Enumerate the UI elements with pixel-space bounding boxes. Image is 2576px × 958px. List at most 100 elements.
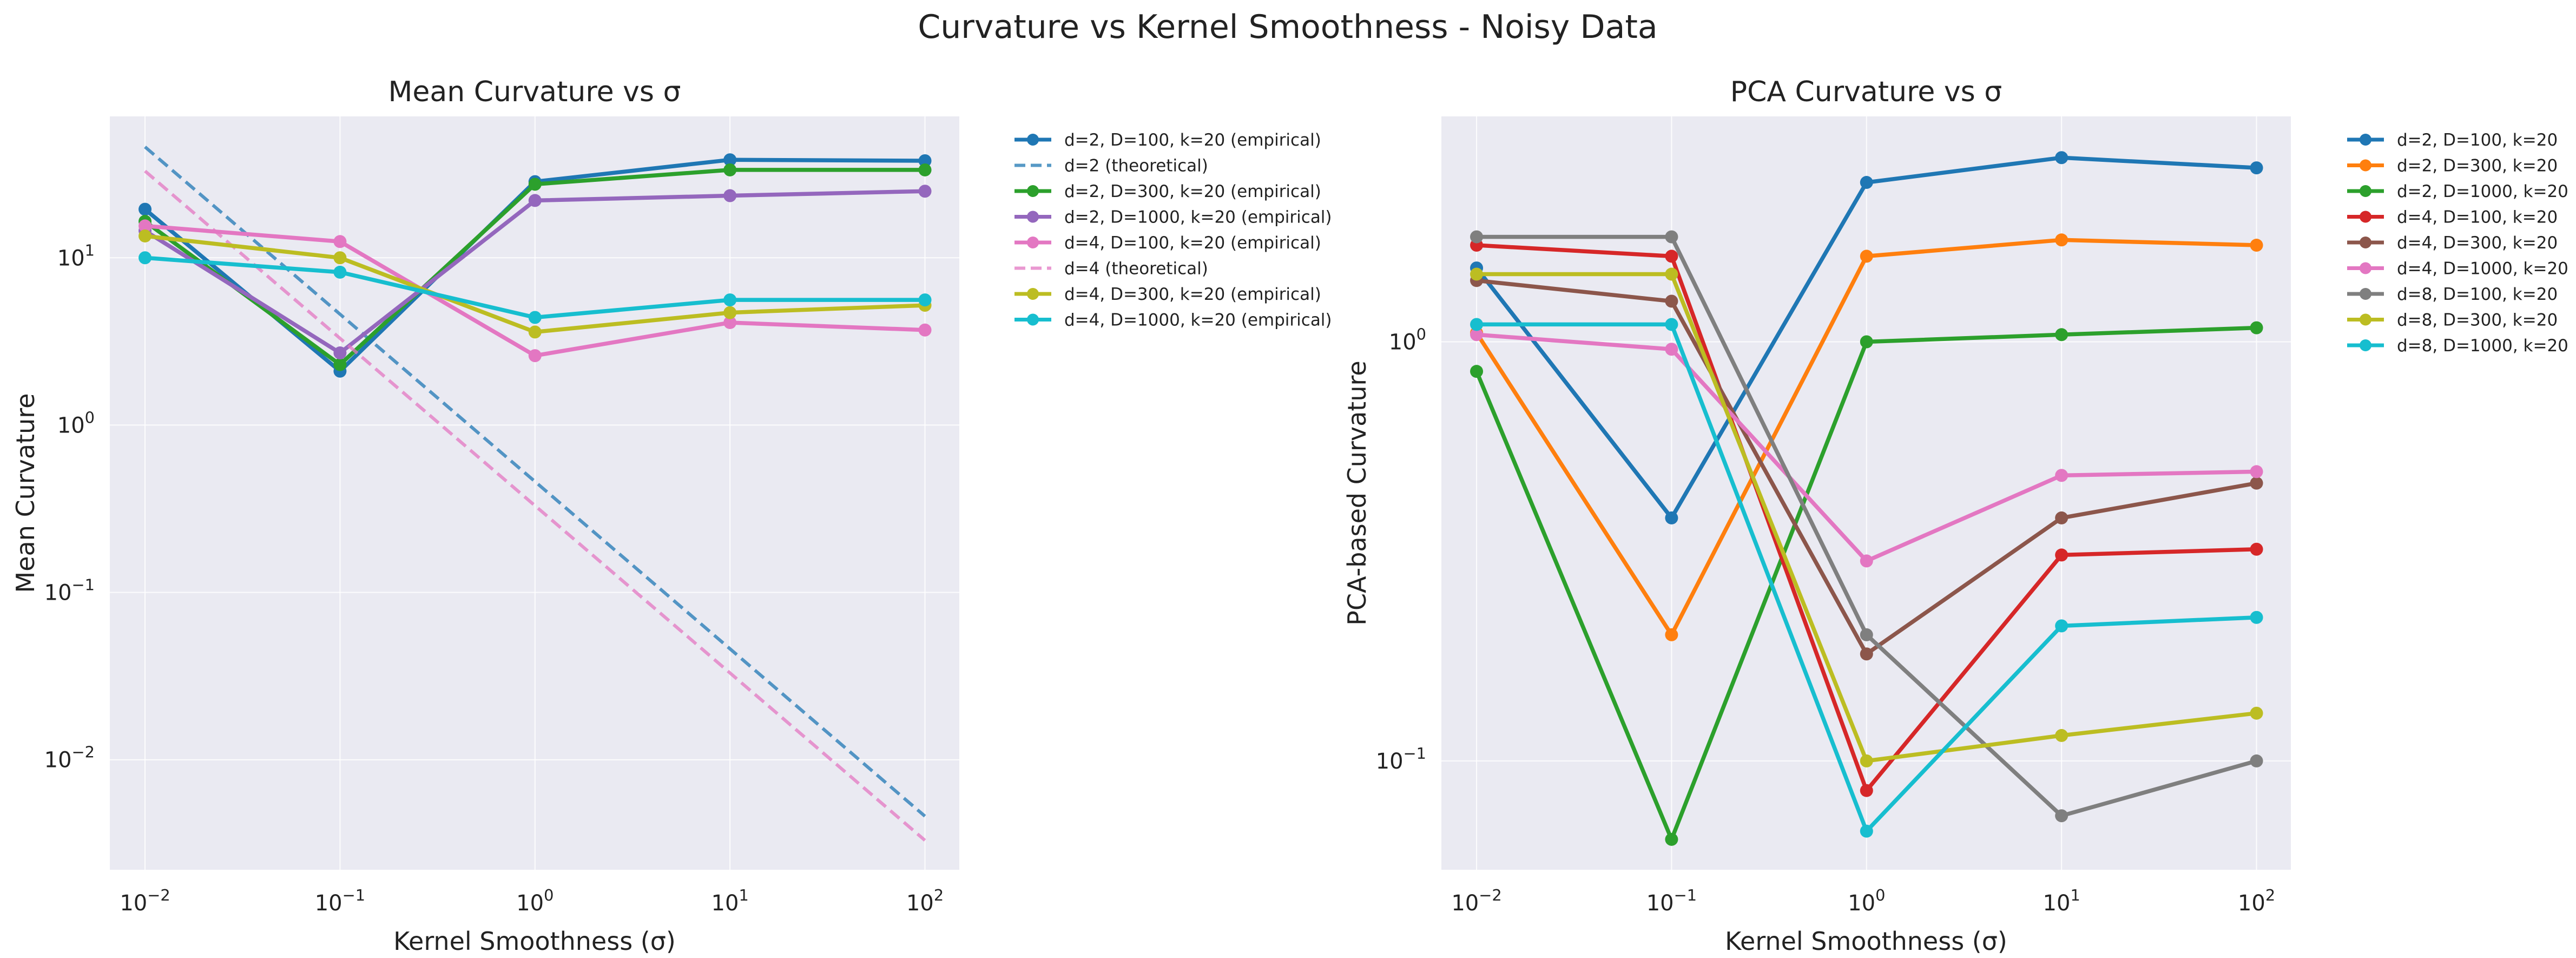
legend: d=2, D=100, k=20 d=2, D=300, k=20 d=2, D=1… xyxy=(2347,130,2568,356)
legend-label: d=4, D=100, k=20 xyxy=(2397,208,2558,227)
data-point xyxy=(528,349,542,363)
data-point xyxy=(1860,628,1873,641)
data-point xyxy=(918,163,932,176)
data-point xyxy=(723,163,737,176)
x-tick-label: 10−2 xyxy=(120,886,170,916)
legend-label: d=4 (theoretical) xyxy=(1064,259,1208,279)
data-point xyxy=(333,251,347,265)
legend-swatch-marker xyxy=(2360,313,2371,326)
data-point xyxy=(1860,754,1873,767)
data-point xyxy=(528,325,542,339)
x-tick-label: 100 xyxy=(516,886,554,916)
legend-swatch-marker xyxy=(1027,313,1039,326)
data-point xyxy=(528,311,542,324)
legend-swatch-marker xyxy=(1027,185,1039,197)
data-point xyxy=(1665,250,1678,263)
legend-label: d=2, D=300, k=20 (empirical) xyxy=(1064,182,1321,201)
panel-title: Mean Curvature vs σ xyxy=(388,76,681,108)
data-point xyxy=(1470,230,1484,244)
panel-title: PCA Curvature vs σ xyxy=(1730,76,2002,108)
data-point xyxy=(1860,250,1873,263)
legend: d=2, D=100, k=20 (empirical) d=2 (theoret… xyxy=(1014,130,1332,330)
data-point xyxy=(139,219,152,233)
data-point xyxy=(2055,809,2068,823)
data-point xyxy=(1860,176,1873,189)
data-point xyxy=(139,202,152,216)
data-point xyxy=(1860,554,1873,568)
x-tick-label: 102 xyxy=(906,886,944,916)
legend-swatch-marker xyxy=(1027,237,1039,248)
legend-swatch-marker xyxy=(2360,185,2371,197)
data-point xyxy=(333,346,347,360)
data-point xyxy=(1860,335,1873,349)
y-tick-label: 10−1 xyxy=(1376,744,1426,774)
x-tick-label: 101 xyxy=(711,886,749,916)
data-point xyxy=(528,194,542,207)
data-point xyxy=(1860,647,1873,661)
legend-swatch-marker xyxy=(1027,288,1039,300)
data-point xyxy=(2250,542,2263,556)
data-point xyxy=(333,235,347,248)
data-point xyxy=(139,251,152,265)
data-point xyxy=(2250,321,2263,334)
panel-mean-curvature: 10−2 10−1 100 101 102 10−2 10−1 100 101 Mean Curv… xyxy=(11,76,1332,956)
data-point xyxy=(2250,465,2263,478)
legend-swatch-marker xyxy=(2360,134,2371,146)
data-point xyxy=(723,153,737,167)
legend-label: d=4, D=300, k=20 (empirical) xyxy=(1064,285,1321,304)
data-point xyxy=(918,293,932,307)
data-point xyxy=(1665,267,1678,281)
x-tick-label: 10−1 xyxy=(315,886,365,916)
legend-swatch-marker xyxy=(2360,262,2371,274)
data-point xyxy=(918,185,932,198)
data-point xyxy=(2250,239,2263,252)
legend-label: d=4, D=1000, k=20 xyxy=(2397,259,2568,279)
data-point xyxy=(2055,548,2068,562)
data-point xyxy=(2055,151,2068,165)
data-point xyxy=(2055,619,2068,633)
legend-swatch-marker xyxy=(2360,288,2371,300)
data-point xyxy=(1665,294,1678,308)
data-point xyxy=(1470,318,1484,331)
data-point xyxy=(2055,469,2068,482)
legend-swatch-marker xyxy=(1027,211,1039,223)
legend-label: d=2, D=1000, k=20 xyxy=(2397,182,2568,201)
y-tick-label: 10−1 xyxy=(44,576,95,606)
data-point xyxy=(918,323,932,337)
data-point xyxy=(723,316,737,329)
x-axis-label: Kernel Smoothness (σ) xyxy=(1725,927,2007,956)
legend-swatch-marker xyxy=(2360,339,2371,351)
data-point xyxy=(1665,230,1678,244)
data-point xyxy=(333,358,347,371)
data-point xyxy=(528,178,542,191)
data-point xyxy=(333,265,347,279)
data-point xyxy=(1665,511,1678,524)
y-axis-label: PCA-based Curvature xyxy=(1342,360,1372,625)
data-point xyxy=(2250,161,2263,175)
panel-pca-curvature: 10−2 10−1 100 101 102 10−1 100 PCA Curvature vs… xyxy=(1342,76,2568,956)
legend-swatch-marker xyxy=(1027,134,1039,146)
legend-label: d=8, D=300, k=20 xyxy=(2397,311,2558,330)
data-point xyxy=(1665,628,1678,641)
data-point xyxy=(2250,706,2263,720)
data-point xyxy=(1470,328,1484,342)
legend-label: d=4, D=300, k=20 xyxy=(2397,233,2558,253)
legend-swatch-marker xyxy=(2360,211,2371,223)
series-line xyxy=(144,169,926,842)
series-group xyxy=(1470,151,2263,846)
data-point xyxy=(2055,328,2068,342)
series-group xyxy=(139,146,932,842)
y-tick-label: 100 xyxy=(57,408,95,438)
data-point xyxy=(723,306,737,319)
legend-label: d=8, D=1000, k=20 xyxy=(2397,336,2568,356)
data-point xyxy=(1860,784,1873,797)
data-point xyxy=(2250,611,2263,624)
data-point xyxy=(723,189,737,202)
data-point xyxy=(1860,824,1873,838)
legend-swatch-marker xyxy=(2360,237,2371,248)
legend-label: d=4, D=100, k=20 (empirical) xyxy=(1064,233,1321,253)
legend-label: d=2 (theoretical) xyxy=(1064,156,1208,176)
data-point xyxy=(2055,233,2068,247)
legend-label: d=4, D=1000, k=20 (empirical) xyxy=(1064,311,1332,330)
figure-title: Curvature vs Kernel Smoothness - Noisy D… xyxy=(918,8,1657,46)
